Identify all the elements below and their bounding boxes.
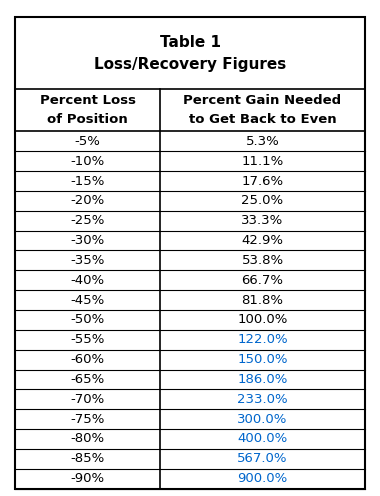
Text: Percent Loss: Percent Loss xyxy=(40,94,136,108)
Text: 150.0%: 150.0% xyxy=(237,353,288,366)
Text: 186.0%: 186.0% xyxy=(238,373,288,386)
Text: -45%: -45% xyxy=(71,294,105,307)
Text: 25.0%: 25.0% xyxy=(241,194,283,207)
Text: 66.7%: 66.7% xyxy=(242,274,283,287)
Text: -25%: -25% xyxy=(71,214,105,227)
Text: 5.3%: 5.3% xyxy=(245,135,279,148)
Text: 567.0%: 567.0% xyxy=(237,452,288,465)
Text: -55%: -55% xyxy=(71,333,105,346)
Text: -60%: -60% xyxy=(71,353,105,366)
Text: 33.3%: 33.3% xyxy=(241,214,283,227)
Text: 400.0%: 400.0% xyxy=(238,433,288,445)
Text: 17.6%: 17.6% xyxy=(241,175,283,187)
Text: 81.8%: 81.8% xyxy=(242,294,283,307)
Text: 100.0%: 100.0% xyxy=(238,313,288,326)
Text: to Get Back to Even: to Get Back to Even xyxy=(189,113,336,126)
Text: 11.1%: 11.1% xyxy=(241,155,283,168)
Text: -85%: -85% xyxy=(71,452,105,465)
Text: -80%: -80% xyxy=(71,433,105,445)
Text: -35%: -35% xyxy=(71,254,105,267)
Text: -30%: -30% xyxy=(71,234,105,247)
Text: 42.9%: 42.9% xyxy=(242,234,283,247)
Text: -10%: -10% xyxy=(71,155,105,168)
Text: Loss/Recovery Figures: Loss/Recovery Figures xyxy=(94,57,286,72)
Text: -50%: -50% xyxy=(71,313,105,326)
Text: -65%: -65% xyxy=(71,373,105,386)
Text: 122.0%: 122.0% xyxy=(237,333,288,346)
Text: 233.0%: 233.0% xyxy=(237,393,288,406)
Text: -5%: -5% xyxy=(75,135,101,148)
Text: 300.0%: 300.0% xyxy=(238,413,288,426)
Text: -70%: -70% xyxy=(71,393,105,406)
Text: Table 1: Table 1 xyxy=(160,35,220,50)
Text: -15%: -15% xyxy=(71,175,105,187)
Text: Percent Gain Needed: Percent Gain Needed xyxy=(184,94,342,108)
Text: 900.0%: 900.0% xyxy=(238,472,288,485)
Text: 53.8%: 53.8% xyxy=(241,254,283,267)
Text: of Position: of Position xyxy=(48,113,128,126)
Text: -40%: -40% xyxy=(71,274,105,287)
Text: -90%: -90% xyxy=(71,472,105,485)
Text: -20%: -20% xyxy=(71,194,105,207)
Text: -75%: -75% xyxy=(71,413,105,426)
